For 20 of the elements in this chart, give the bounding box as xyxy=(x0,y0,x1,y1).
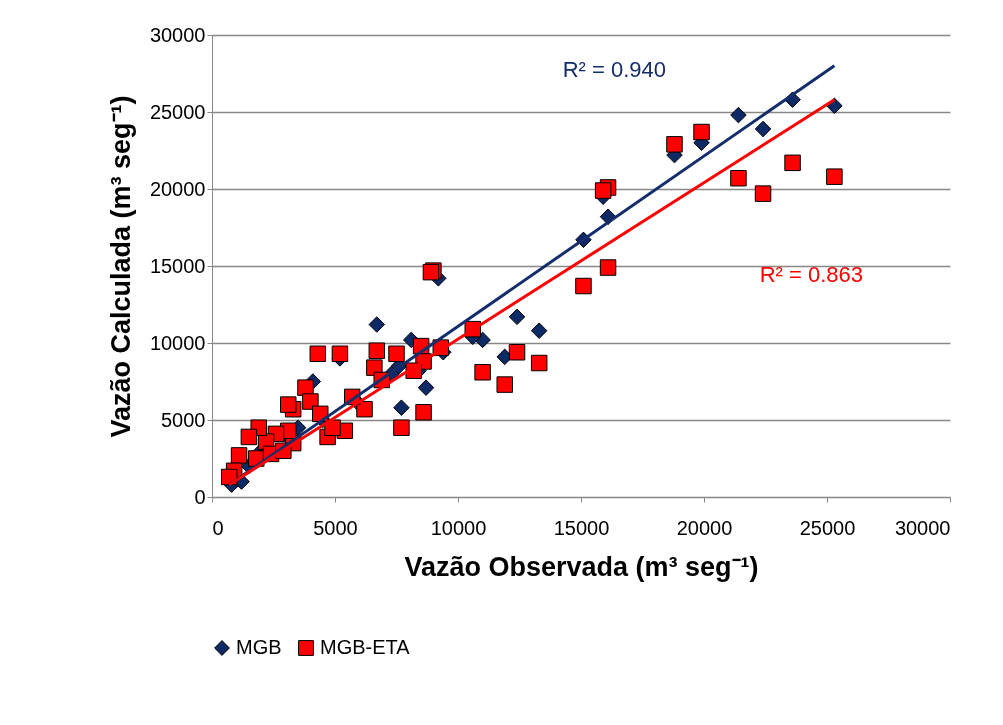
x-tick-label: 15000 xyxy=(553,516,610,539)
annotation: R² = 0.940 xyxy=(562,56,667,82)
y-tick-label: 10000 xyxy=(149,331,206,354)
y-tick-label: 30000 xyxy=(149,23,206,46)
x-tick-label: 5000 xyxy=(313,516,358,539)
legend-label: MGB-ETA xyxy=(320,636,411,658)
y-tick-label: 0 xyxy=(194,485,206,508)
x-tick-label: 25000 xyxy=(799,516,856,539)
x-tick-label: 0 xyxy=(212,516,224,539)
x-tick-label: 20000 xyxy=(676,516,733,539)
x-axis-title: Vazão Observada (m³ seg⁻¹) xyxy=(404,551,759,582)
y-axis-title: Vazão Calculada (m³ seg⁻¹) xyxy=(105,95,136,438)
x-tick-label: 10000 xyxy=(430,516,487,539)
x-tick-label: 30000 xyxy=(894,516,951,539)
y-tick-label: 20000 xyxy=(149,177,206,200)
y-tick-label: 25000 xyxy=(149,100,206,123)
annotation: R² = 0.863 xyxy=(759,261,864,287)
y-tick-label: 5000 xyxy=(161,408,206,431)
y-tick-label: 15000 xyxy=(149,254,206,277)
legend-label: MGB xyxy=(236,636,282,658)
